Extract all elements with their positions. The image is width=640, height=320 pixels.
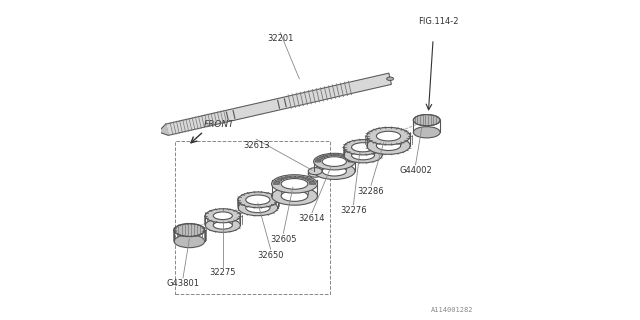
Ellipse shape <box>301 177 308 179</box>
Ellipse shape <box>322 156 328 157</box>
Text: 32605: 32605 <box>270 235 296 244</box>
Ellipse shape <box>376 141 401 150</box>
Ellipse shape <box>308 181 316 183</box>
Ellipse shape <box>308 168 322 175</box>
Ellipse shape <box>273 181 280 183</box>
Ellipse shape <box>376 131 401 141</box>
Ellipse shape <box>271 187 317 205</box>
Ellipse shape <box>246 203 270 212</box>
Ellipse shape <box>246 195 270 205</box>
Ellipse shape <box>315 161 321 162</box>
Ellipse shape <box>174 235 205 248</box>
Ellipse shape <box>367 127 410 145</box>
Ellipse shape <box>213 221 232 229</box>
Text: G43801: G43801 <box>166 279 200 288</box>
Ellipse shape <box>344 148 382 163</box>
Ellipse shape <box>275 180 282 181</box>
Text: G44002: G44002 <box>399 166 432 175</box>
Ellipse shape <box>174 224 205 236</box>
Text: 32276: 32276 <box>340 206 367 215</box>
Ellipse shape <box>205 218 241 232</box>
Ellipse shape <box>305 179 312 180</box>
Ellipse shape <box>205 209 241 223</box>
Text: 32275: 32275 <box>209 268 236 277</box>
Ellipse shape <box>367 137 410 154</box>
Ellipse shape <box>278 179 284 180</box>
Ellipse shape <box>308 170 322 177</box>
Ellipse shape <box>309 183 316 185</box>
Ellipse shape <box>213 212 232 220</box>
Ellipse shape <box>298 176 304 178</box>
Ellipse shape <box>333 155 339 156</box>
Ellipse shape <box>307 180 314 181</box>
Ellipse shape <box>285 176 291 178</box>
Ellipse shape <box>348 161 354 162</box>
Ellipse shape <box>319 156 325 158</box>
Ellipse shape <box>413 115 440 126</box>
Text: 32614: 32614 <box>299 214 325 223</box>
Ellipse shape <box>281 179 308 189</box>
Ellipse shape <box>322 157 346 166</box>
Ellipse shape <box>293 176 300 177</box>
Text: FRONT: FRONT <box>204 120 234 129</box>
Ellipse shape <box>413 127 440 138</box>
Text: 32286: 32286 <box>358 187 384 196</box>
Ellipse shape <box>340 156 347 157</box>
Ellipse shape <box>344 156 349 158</box>
Ellipse shape <box>344 140 382 155</box>
Ellipse shape <box>281 191 308 201</box>
Ellipse shape <box>314 153 355 170</box>
Ellipse shape <box>337 155 343 156</box>
Ellipse shape <box>316 159 321 161</box>
Ellipse shape <box>326 155 332 156</box>
Ellipse shape <box>273 183 280 185</box>
Ellipse shape <box>289 176 296 177</box>
Text: 32613: 32613 <box>243 141 269 150</box>
Ellipse shape <box>330 155 335 156</box>
Ellipse shape <box>346 158 352 159</box>
Ellipse shape <box>348 159 353 161</box>
Text: 32650: 32650 <box>257 251 284 260</box>
Ellipse shape <box>281 177 287 179</box>
Ellipse shape <box>238 192 278 208</box>
Ellipse shape <box>238 200 278 216</box>
Ellipse shape <box>351 151 374 160</box>
Text: A114001282: A114001282 <box>431 307 473 313</box>
Ellipse shape <box>387 77 394 80</box>
Ellipse shape <box>317 158 323 159</box>
Ellipse shape <box>271 175 317 193</box>
Text: FIG.114-2: FIG.114-2 <box>418 17 458 26</box>
Polygon shape <box>158 124 168 135</box>
Polygon shape <box>166 73 392 135</box>
Ellipse shape <box>314 163 355 180</box>
Ellipse shape <box>322 166 346 176</box>
Ellipse shape <box>351 143 374 152</box>
Text: 32201: 32201 <box>267 34 293 43</box>
